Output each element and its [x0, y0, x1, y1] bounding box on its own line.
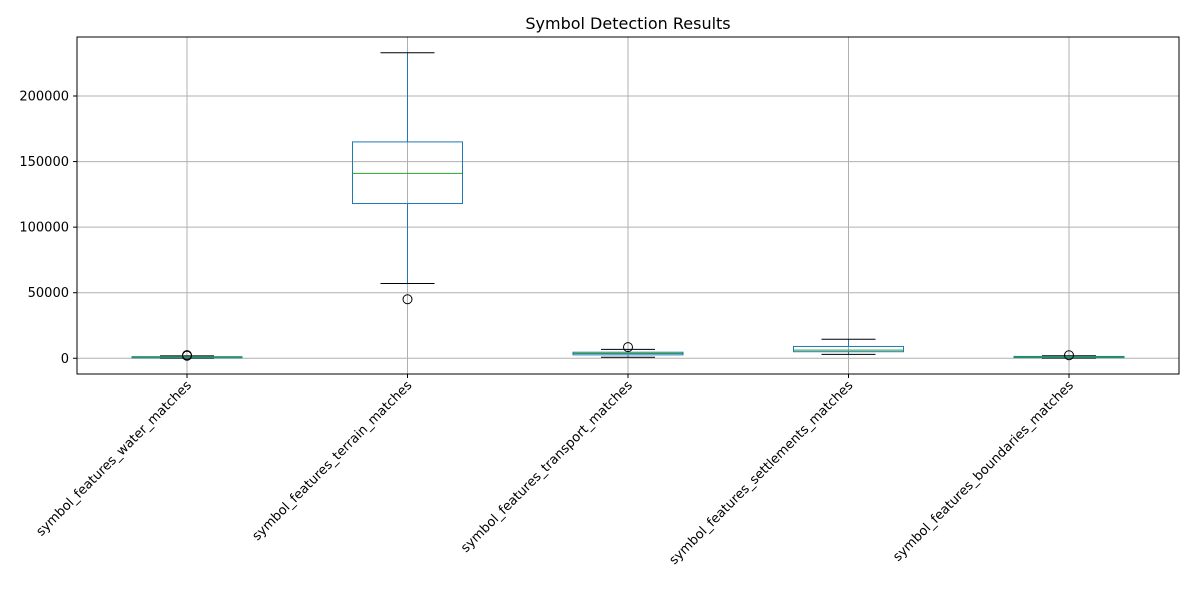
box-group: [572, 342, 684, 358]
box-group: [1013, 350, 1125, 361]
box-group: [352, 52, 463, 305]
x-tick-label: symbol_features_terrain_matches: [250, 378, 416, 544]
x-tick-label: symbol_features_water_matches: [34, 378, 195, 539]
outlier-point: [402, 294, 413, 305]
y-tick-label: 0: [61, 352, 69, 367]
outlier-point: [1064, 350, 1074, 361]
y-tick-label: 50000: [28, 286, 69, 301]
x-tick-label: symbol_features_boundaries_matches: [890, 378, 1077, 565]
box-layer: [131, 52, 1125, 361]
x-tick-label: symbol_features_settlements_matches: [667, 378, 857, 568]
outlier-point: [182, 350, 192, 361]
box-group: [793, 338, 904, 355]
grid-layer: [77, 37, 1179, 374]
outlier-point: [623, 342, 633, 353]
iqr-box: [793, 345, 904, 353]
chart-title: Symbol Detection Results: [525, 14, 730, 33]
x-tick-label: symbol_features_transport_matches: [458, 378, 636, 556]
box-group: [131, 350, 243, 361]
y-tick-label: 200000: [19, 90, 69, 105]
y-tick-label: 150000: [19, 155, 69, 170]
iqr-box: [352, 141, 463, 205]
y-tick-label: 100000: [19, 221, 69, 236]
axis-layer: 0 50000 100000 150000 200000 symbol_features_…: [19, 36, 1180, 568]
